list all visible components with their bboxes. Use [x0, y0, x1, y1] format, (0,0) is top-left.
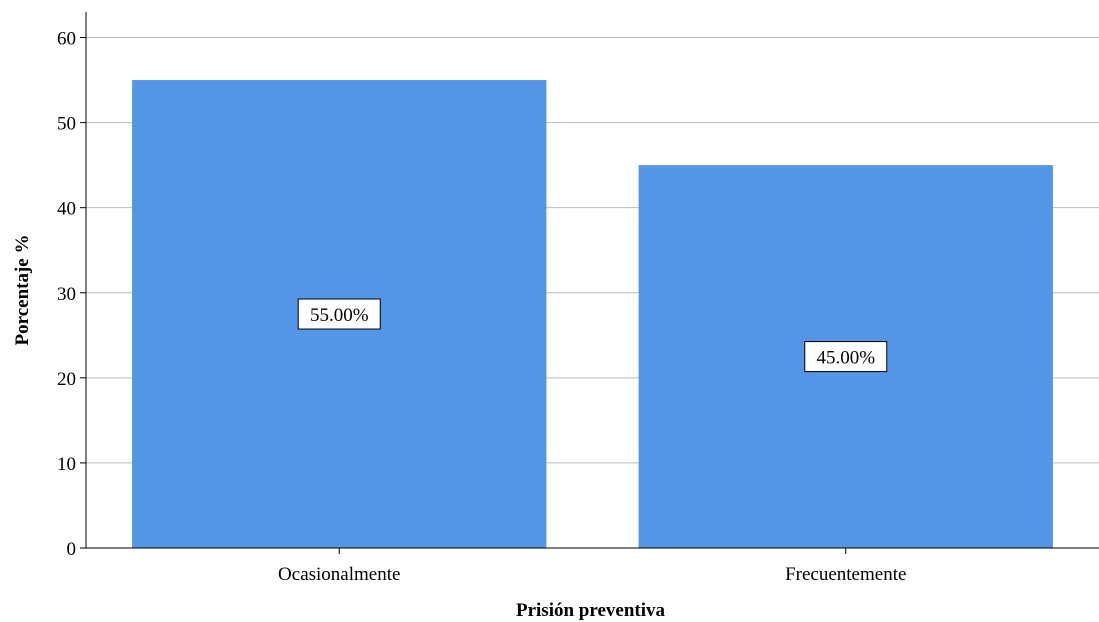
data-label-0: 55.00% — [297, 298, 381, 330]
y-tick-label: 50 — [57, 114, 76, 135]
data-label-box — [804, 341, 888, 373]
data-label-1: 45.00% — [804, 341, 888, 373]
y-tick-label: 30 — [57, 284, 76, 305]
data-label-text: 55.00% — [310, 305, 369, 326]
x-axis-title: Prisión preventiva — [516, 600, 666, 621]
y-tick-label: 10 — [57, 454, 76, 475]
data-labels: 55.00% 45.00% — [297, 298, 888, 373]
y-tick-label: 40 — [57, 199, 76, 220]
y-axis-title: Porcentaje % — [12, 235, 33, 346]
x-tick-label: Frecuentemente — [785, 564, 906, 585]
bars — [132, 80, 1053, 549]
x-tick-labels: Ocasionalmente Frecuentemente — [278, 548, 906, 585]
y-tick-label: 60 — [57, 29, 76, 50]
axes — [85, 12, 1099, 549]
y-tick-label: 20 — [57, 369, 76, 390]
y-tick-label: 0 — [67, 539, 77, 560]
data-label-box — [297, 298, 381, 330]
data-label-text: 45.00% — [816, 348, 875, 369]
y-tick-labels: 0 10 20 30 40 50 60 — [57, 29, 76, 560]
x-tick-label: Ocasionalmente — [278, 564, 400, 585]
